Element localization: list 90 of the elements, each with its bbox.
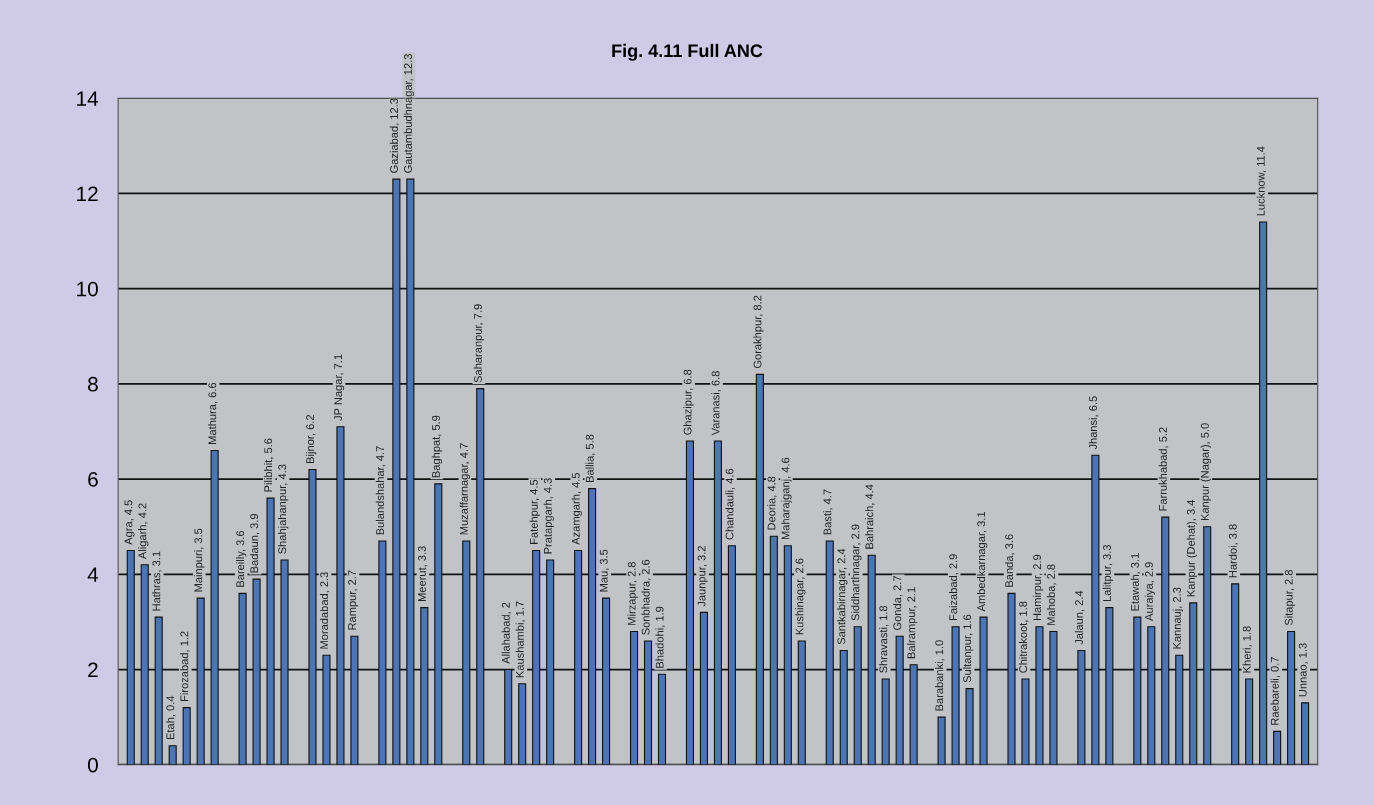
bar — [518, 683, 527, 765]
y-tick-label: 4 — [87, 567, 99, 582]
data-label: Ambedkarnagar, 3.1 — [976, 511, 988, 612]
data-label: Etawah, 3.1 — [1130, 553, 1141, 611]
data-label: Kushinagar, 2.6 — [795, 558, 806, 635]
data-label: Mainpuri, 3.5 — [194, 528, 205, 592]
data-label: Chitrakoot, 1.8 — [1018, 601, 1029, 673]
data-label: Ballia, 5.8 — [585, 434, 595, 482]
bar — [1245, 678, 1254, 765]
data-label: Lucknow, 11.4 — [1256, 146, 1267, 216]
data-label: Pilibhit, 5.6 — [263, 438, 274, 492]
data-label: Kanpur (Dehat), 3.4 — [1186, 499, 1198, 597]
chart-title: Fig. 4.11 Full ANC — [612, 43, 763, 61]
data-label: Bijnor, 6.2 — [305, 415, 317, 463]
data-label: Bulandshahar, 4.7 — [375, 446, 386, 535]
bar — [182, 707, 191, 765]
y-tick-label: 10 — [77, 281, 98, 297]
y-tick-label: 2 — [88, 662, 98, 678]
data-label: Saharanpur, 7.9 — [473, 304, 485, 383]
data-label: Etah, 0.4 — [166, 695, 176, 740]
data-label: Sitapur, 2.8 — [1284, 570, 1295, 626]
data-label: Azamgarh, 4.5 — [571, 473, 582, 545]
data-label: Hardoi, 3.8 — [1228, 524, 1239, 578]
data-label: Balrampur, 2.1 — [907, 587, 918, 659]
data-label: Deoria, 4.8 — [767, 476, 777, 530]
data-label: Jalaun, 2.4 — [1074, 590, 1085, 645]
y-tick-label: 6 — [88, 472, 98, 487]
data-label: Shahjahanpur, 4.3 — [277, 464, 289, 554]
data-label: Agra, 4.5 — [124, 500, 135, 545]
bar — [965, 688, 974, 765]
data-label: Auraiya, 2.9 — [1144, 562, 1156, 621]
data-label: Barabanki, 1.0 — [935, 640, 945, 711]
data-label: Moradabad, 2.3 — [319, 572, 330, 649]
bar — [1021, 678, 1030, 765]
data-label: JP Nagar, 7.1 — [334, 354, 345, 421]
data-label: Gorakhpur, 8.2 — [753, 295, 764, 369]
data-label: Lalitpur, 3.3 — [1102, 544, 1114, 602]
data-label: Hathras, 3.1 — [152, 551, 162, 611]
data-label: Firozabad, 1.2 — [180, 631, 190, 701]
data-label: Sultanpur, 1.6 — [962, 614, 974, 683]
bar — [657, 673, 667, 765]
data-label: Kanpur (Nagar), 5.0 — [1200, 423, 1211, 521]
data-label: Ghazipur, 6.8 — [683, 369, 694, 435]
data-label: Santkabirnagar, 2.4 — [837, 548, 848, 645]
data-label: Meerut, 3.3 — [418, 546, 428, 602]
data-label: Siddharthnagar, 2.9 — [851, 524, 862, 621]
data-label: Aligarh, 4.2 — [138, 503, 149, 560]
data-label: Bhadohi, 1.9 — [655, 606, 665, 668]
data-label: Bareilly, 3.6 — [236, 530, 247, 587]
data-label: Allahabad, 2 — [501, 602, 512, 664]
data-label: Rampur, 2.7 — [348, 570, 359, 630]
bar — [1273, 730, 1282, 765]
data-label: Kheri, 1.8 — [1242, 626, 1253, 673]
data-label: Muzaffarnagar, 4.7 — [459, 443, 471, 535]
data-label: Farrukhabad, 5.2 — [1158, 427, 1169, 511]
data-label: Unnao, 1.3 — [1298, 643, 1308, 697]
data-label: Mau, 3.5 — [599, 549, 609, 592]
data-label: Basti, 4.7 — [823, 489, 833, 535]
data-label: Maharajganj, 4.6 — [781, 457, 792, 540]
bar — [937, 716, 946, 765]
y-tick-label: 12 — [77, 186, 98, 201]
data-label: Gonda, 2.7 — [893, 576, 903, 630]
data-label: Sonbhadra, 2.6 — [641, 559, 651, 635]
data-label: Badaun, 3.9 — [249, 513, 260, 573]
y-tick-label: 8 — [88, 376, 98, 392]
data-label: Baghpat, 5.9 — [431, 415, 443, 478]
data-label: Chandauli, 4.6 — [725, 468, 735, 540]
bar — [1301, 702, 1310, 765]
data-label: Gaziabad, 12.3 — [389, 98, 400, 173]
data-label: Fatehpur, 4.5 — [529, 479, 540, 544]
data-label: Jhansi, 6.5 — [1088, 396, 1099, 450]
data-label: Hamirpur, 2.9 — [1032, 554, 1044, 621]
data-label: Raebareli, 0.7 — [1270, 657, 1281, 725]
data-label: Kannauj, 2.3 — [1172, 587, 1184, 649]
data-label: Gautambudhnagar, 12.3 — [403, 54, 415, 173]
y-tick-label: 14 — [77, 91, 99, 106]
data-label: Jaunpur, 3.2 — [697, 546, 708, 607]
data-label: Kaushambi, 1.7 — [515, 601, 526, 678]
data-label: Bahraich, 4.4 — [865, 484, 875, 549]
data-label: Faizabad, 2.9 — [949, 554, 959, 621]
data-label: Mathura, 6.6 — [208, 382, 218, 444]
bar — [168, 745, 177, 765]
data-label: Mirzapur, 2.8 — [627, 561, 638, 625]
data-label: Mahoba, 2.8 — [1046, 564, 1057, 625]
data-label: Pratapgarh, 4.3 — [543, 478, 554, 554]
bar — [881, 678, 890, 765]
data-label: Shravasti, 1.8 — [879, 605, 889, 673]
y-tick-label: 0 — [87, 757, 98, 773]
data-label: Banda, 3.6 — [1004, 534, 1015, 587]
data-label: Varanasi, 6.8 — [711, 371, 721, 436]
